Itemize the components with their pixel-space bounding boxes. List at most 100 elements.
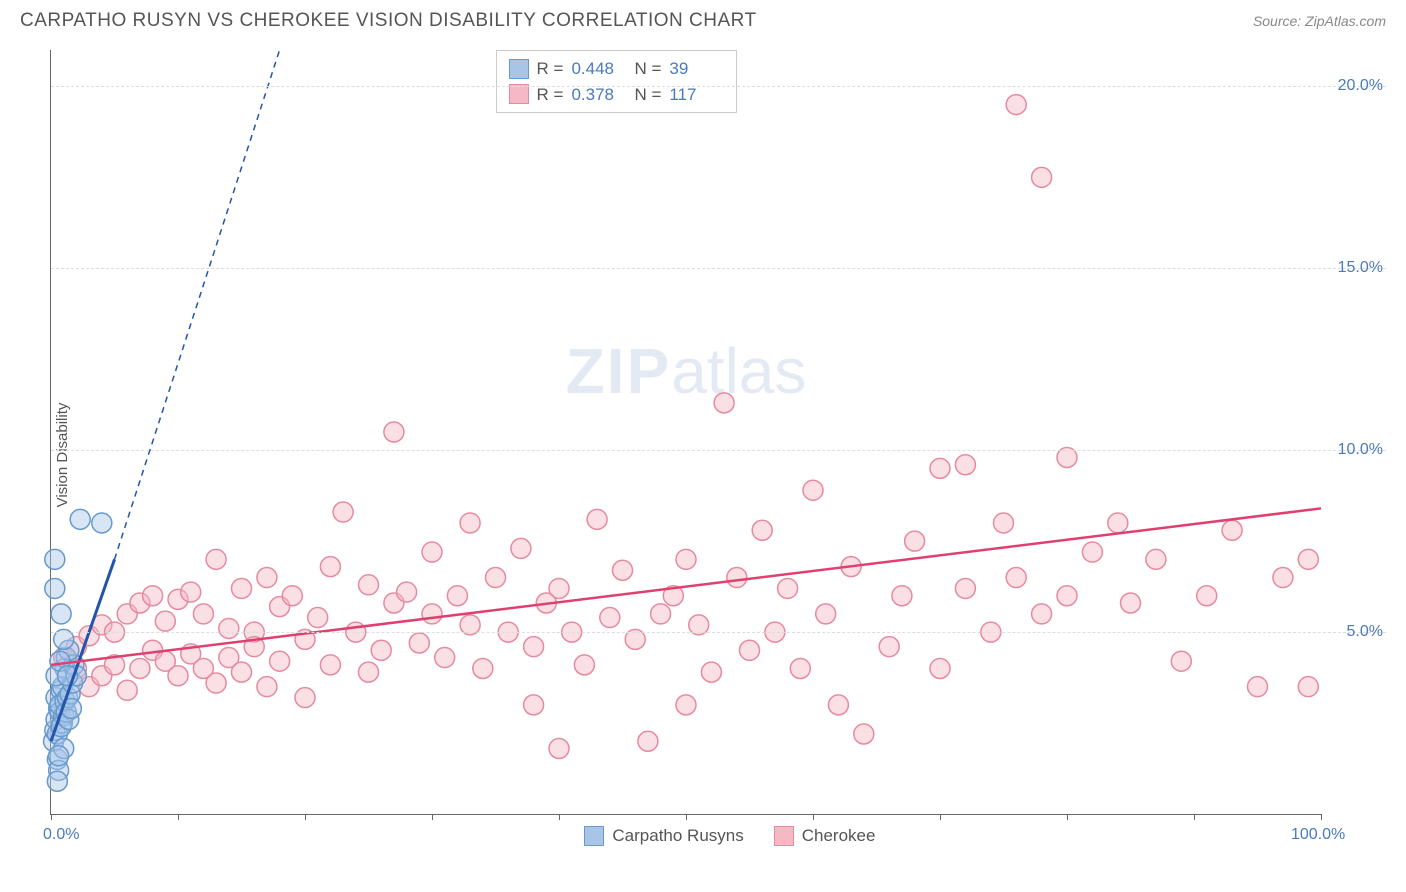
x-tick — [559, 814, 560, 820]
scatter-point — [1006, 568, 1026, 588]
scatter-point — [409, 633, 429, 653]
scatter-point — [676, 695, 696, 715]
scatter-point — [714, 393, 734, 413]
scatter-point — [1082, 542, 1102, 562]
legend-series: Carpatho Rusyns Cherokee — [584, 826, 875, 846]
scatter-point — [333, 502, 353, 522]
gridline-h — [51, 450, 1386, 451]
scatter-point — [232, 578, 252, 598]
x-tick — [1194, 814, 1195, 820]
r-label: R = — [537, 82, 564, 108]
scatter-point — [600, 608, 620, 628]
scatter-point — [117, 680, 137, 700]
scatter-point — [282, 586, 302, 606]
legend-row-carpatho: R = 0.448 N = 39 — [509, 56, 725, 82]
scatter-point — [320, 655, 340, 675]
scatter-point — [994, 513, 1014, 533]
scatter-point — [892, 586, 912, 606]
scatter-point — [638, 731, 658, 751]
x-tick — [51, 814, 52, 820]
scatter-point — [1298, 677, 1318, 697]
scatter-point — [422, 604, 442, 624]
legend-label-carpatho: Carpatho Rusyns — [612, 826, 743, 846]
gridline-h — [51, 268, 1386, 269]
x-tick — [940, 814, 941, 820]
n-value-carpatho: 39 — [669, 56, 724, 82]
scatter-point — [879, 637, 899, 657]
y-tick-label: 10.0% — [1338, 441, 1383, 459]
scatter-point — [257, 568, 277, 588]
scatter-point — [51, 604, 71, 624]
scatter-point — [460, 513, 480, 533]
gridline-h — [51, 86, 1386, 87]
scatter-point — [1006, 95, 1026, 115]
scatter-point — [955, 578, 975, 598]
scatter-point — [130, 658, 150, 678]
scatter-point — [320, 557, 340, 577]
scatter-point — [435, 648, 455, 668]
scatter-point — [613, 560, 633, 580]
scatter-point — [45, 578, 65, 598]
scatter-point — [1108, 513, 1128, 533]
n-value-cherokee: 117 — [669, 82, 724, 108]
n-label: N = — [634, 56, 661, 82]
scatter-point — [651, 604, 671, 624]
scatter-point — [371, 640, 391, 660]
scatter-point — [70, 509, 90, 529]
scatter-point — [930, 658, 950, 678]
scatter-point — [486, 568, 506, 588]
legend-item-cherokee: Cherokee — [774, 826, 876, 846]
scatter-point — [193, 604, 213, 624]
scatter-point — [1171, 651, 1191, 671]
scatter-point — [384, 422, 404, 442]
scatter-point — [1121, 593, 1141, 613]
x-tick — [178, 814, 179, 820]
scatter-point — [1197, 586, 1217, 606]
scatter-point — [92, 513, 112, 533]
scatter-point — [155, 611, 175, 631]
r-label: R = — [537, 56, 564, 82]
scatter-point — [47, 771, 67, 791]
x-tick-label: 0.0% — [43, 826, 79, 844]
scatter-point — [752, 520, 772, 540]
scatter-point — [587, 509, 607, 529]
scatter-point — [1248, 677, 1268, 697]
scatter-point — [359, 575, 379, 595]
plot-area: ZIPatlas R = 0.448 N = 39 R = 0.378 N = … — [50, 50, 1321, 815]
x-tick — [305, 814, 306, 820]
legend-swatch-cherokee-icon — [774, 826, 794, 846]
legend-swatch-carpatho-icon — [584, 826, 604, 846]
scatter-point — [1298, 549, 1318, 569]
scatter-point — [45, 549, 65, 569]
y-tick-label: 5.0% — [1347, 623, 1383, 641]
scatter-point — [181, 582, 201, 602]
r-value-cherokee: 0.378 — [571, 82, 626, 108]
scatter-point — [955, 455, 975, 475]
x-tick — [686, 814, 687, 820]
scatter-point — [270, 651, 290, 671]
scatter-point — [905, 531, 925, 551]
x-tick-label: 100.0% — [1291, 826, 1345, 844]
x-tick — [813, 814, 814, 820]
chart-source: Source: ZipAtlas.com — [1253, 13, 1386, 29]
legend-correlation: R = 0.448 N = 39 R = 0.378 N = 117 — [496, 50, 738, 113]
scatter-point — [778, 578, 798, 598]
y-tick-label: 15.0% — [1338, 259, 1383, 277]
scatter-point — [511, 538, 531, 558]
scatter-point — [1273, 568, 1293, 588]
gridline-h — [51, 632, 1386, 633]
scatter-point — [828, 695, 848, 715]
scatter-point — [701, 662, 721, 682]
scatter-point — [49, 746, 69, 766]
x-tick — [1067, 814, 1068, 820]
x-tick — [1321, 814, 1322, 820]
scatter-point — [1222, 520, 1242, 540]
x-tick — [432, 814, 433, 820]
legend-item-carpatho: Carpatho Rusyns — [584, 826, 743, 846]
scatter-point — [473, 658, 493, 678]
scatter-point — [740, 640, 760, 660]
scatter-point — [422, 542, 442, 562]
scatter-point — [790, 658, 810, 678]
scatter-point — [219, 618, 239, 638]
n-label: N = — [634, 82, 661, 108]
